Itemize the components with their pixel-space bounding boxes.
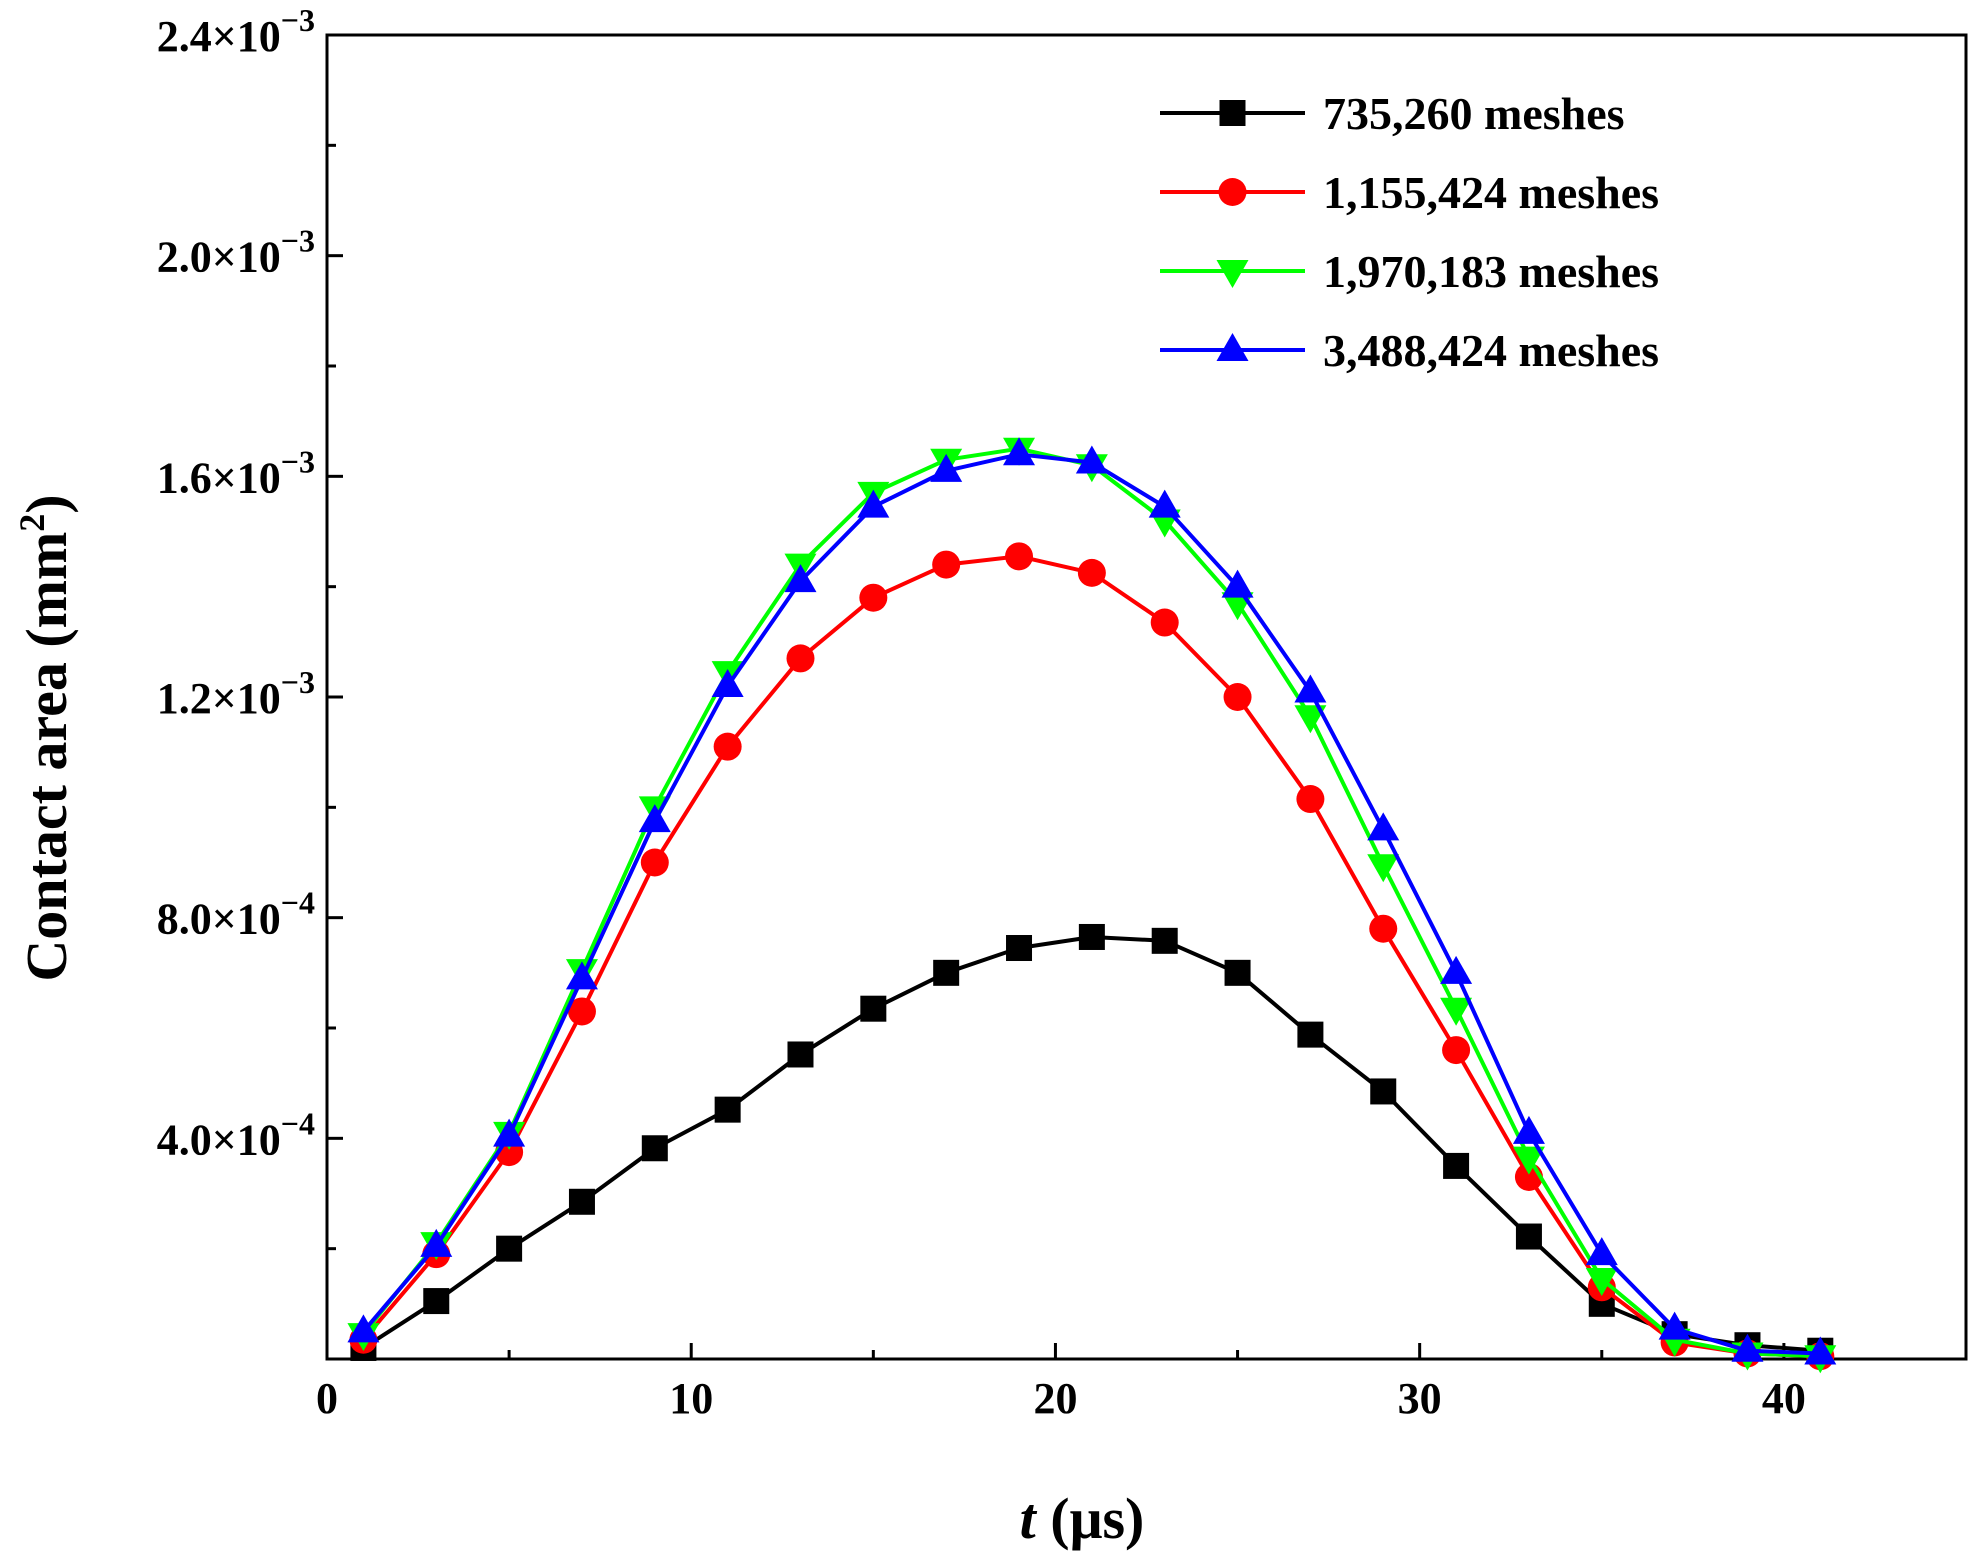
- data-point: [1367, 854, 1400, 883]
- x-tick-label: 40: [1762, 1374, 1806, 1423]
- legend-entry: 735,260 meshes: [1160, 88, 1625, 139]
- data-point: [1370, 1078, 1397, 1105]
- data-point: [1731, 1333, 1764, 1362]
- legend-marker: [1219, 100, 1246, 126]
- data-point: [933, 959, 960, 986]
- data-point: [1005, 542, 1034, 571]
- data-point: [1075, 445, 1108, 474]
- y-axis-title: Contact area (mm2): [12, 494, 79, 981]
- y-tick-label: 4.0×10−4: [157, 1105, 315, 1164]
- data-point: [420, 1228, 453, 1257]
- x-tick-label: 0: [316, 1374, 338, 1423]
- legend-entry: 1,155,424 meshes: [1160, 167, 1659, 218]
- data-point: [787, 1041, 814, 1068]
- legend-label: 735,260 meshes: [1323, 88, 1625, 139]
- series-line: [361, 452, 1821, 1356]
- y-tick-label: 8.0×10−4: [157, 885, 315, 944]
- y-tick-label: 2.0×10−3: [157, 223, 315, 282]
- data-point: [1006, 935, 1033, 962]
- legend-label: 1,155,424 meshes: [1323, 167, 1659, 218]
- series-4: [347, 437, 1837, 1365]
- x-tick-label: 30: [1398, 1374, 1442, 1423]
- data-point: [1440, 997, 1473, 1026]
- x-tick-label: 20: [1033, 1374, 1077, 1423]
- plot-frame: [325, 33, 1968, 1361]
- data-point: [1294, 674, 1327, 703]
- data-point: [1369, 914, 1398, 943]
- data-point: [565, 961, 598, 990]
- y-tick-label: 2.4×10−3: [157, 2, 315, 61]
- series-layer: [347, 437, 1837, 1374]
- legend-marker: [1218, 178, 1247, 206]
- data-point: [1150, 608, 1179, 637]
- data-point: [860, 995, 887, 1022]
- data-point: [568, 1188, 595, 1215]
- data-point: [1148, 489, 1181, 518]
- data-point: [641, 1135, 668, 1162]
- data-point: [1003, 437, 1036, 466]
- data-point: [930, 453, 963, 482]
- data-point: [713, 732, 742, 761]
- legend: 735,260 meshes 1,155,424 meshes 1,970,183 …: [1160, 88, 1659, 376]
- data-point: [1297, 1021, 1324, 1048]
- y-tick-label: 1.6×10−3: [157, 443, 315, 502]
- data-point: [640, 848, 669, 877]
- series-line: [361, 554, 1821, 1359]
- data-point: [1077, 558, 1106, 587]
- data-point: [784, 564, 817, 593]
- data-point: [1078, 923, 1105, 950]
- data-point: [1440, 955, 1473, 984]
- data-point: [1658, 1311, 1691, 1340]
- series-2: [349, 542, 1835, 1371]
- data-point: [1804, 1336, 1837, 1365]
- legend-entry: 3,488,424 meshes: [1160, 325, 1659, 376]
- data-point: [1224, 959, 1251, 986]
- data-point: [857, 489, 890, 518]
- data-point: [786, 644, 815, 673]
- data-point: [347, 1314, 380, 1343]
- legend-marker: [1216, 333, 1249, 361]
- data-point: [1515, 1223, 1542, 1250]
- x-tick-label: 10: [669, 1374, 713, 1423]
- plot-border: [325, 33, 1968, 1361]
- data-point: [1223, 683, 1252, 711]
- data-point: [1512, 1146, 1545, 1175]
- data-point: [496, 1235, 523, 1262]
- legend-label: 1,970,183 meshes: [1323, 246, 1659, 297]
- x-axis-title: t (μs): [1020, 1486, 1145, 1551]
- data-point: [1442, 1036, 1471, 1065]
- data-point: [1151, 927, 1178, 954]
- data-point: [1585, 1268, 1618, 1297]
- data-point: [423, 1288, 450, 1315]
- data-point: [1294, 705, 1327, 734]
- data-point: [932, 550, 961, 579]
- data-point: [493, 1118, 526, 1147]
- data-point: [567, 997, 596, 1026]
- data-point: [711, 668, 744, 697]
- data-point: [1585, 1237, 1618, 1266]
- data-point: [1443, 1152, 1470, 1179]
- data-point: [859, 583, 888, 612]
- data-point: [1512, 1115, 1545, 1144]
- legend-marker: [1216, 260, 1249, 288]
- data-point: [1367, 812, 1400, 841]
- data-point: [714, 1096, 741, 1123]
- axis-ticks: 0 10 20 30 40 4.0×10−4 8.0×10−4 1.2×10−3 1.6×10−…: [157, 2, 1968, 1423]
- y-tick-label: 1.2×10−3: [157, 664, 315, 723]
- data-point: [1296, 785, 1325, 814]
- legend-label: 3,488,424 meshes: [1323, 325, 1659, 376]
- data-point: [638, 804, 671, 833]
- legend-entry: 1,970,183 meshes: [1160, 246, 1659, 297]
- data-point: [1221, 569, 1254, 598]
